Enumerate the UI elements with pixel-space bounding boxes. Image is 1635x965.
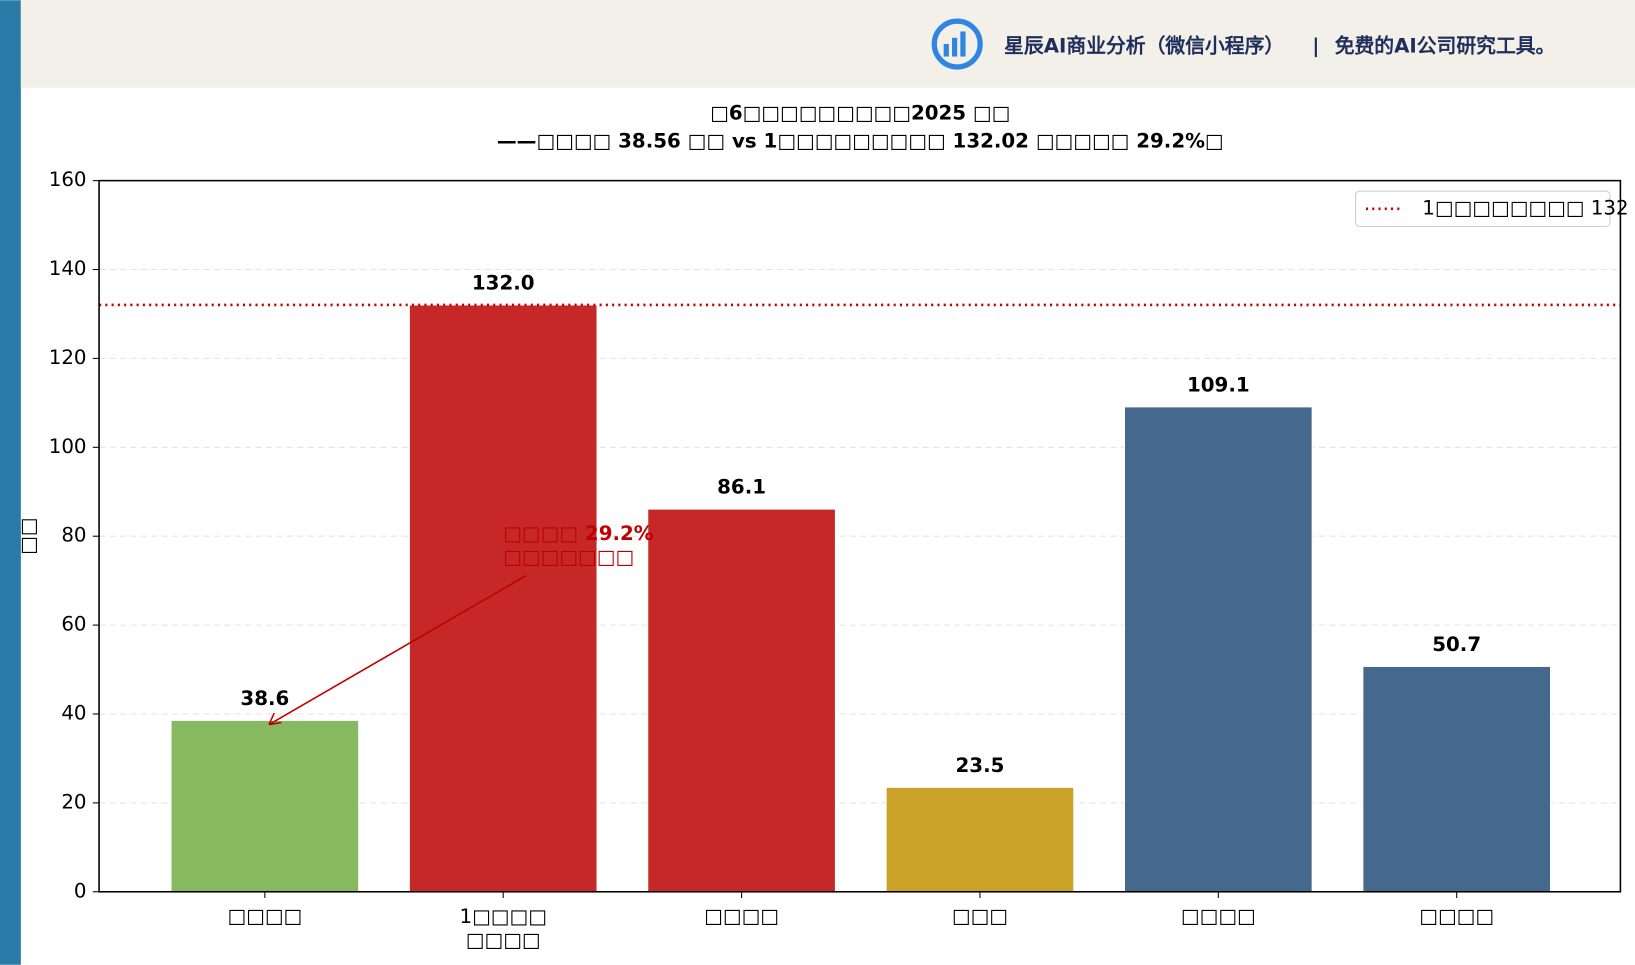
x-tick-label: □□□□: [227, 904, 302, 927]
y-tick-label: 40: [61, 701, 86, 724]
value-label: 109.1: [1187, 374, 1250, 397]
y-tick-label: 160: [49, 168, 87, 191]
arrow-head: [268, 712, 282, 726]
header-brand: 星辰AI商业分析（微信小程序）: [1004, 35, 1284, 58]
x-tick-label: □□□□: [1419, 904, 1494, 927]
y-tick-label: 0: [74, 879, 87, 902]
y-axis-label: □□: [17, 517, 40, 554]
chart-title: □6□□□□□□□□□2025 □□: [710, 101, 1010, 124]
y-tick-label: 80: [61, 524, 86, 547]
side-stripe: [0, 0, 21, 965]
y-tick-label: 100: [49, 435, 87, 458]
x-tick-label: □□□□: [1181, 904, 1256, 927]
bar: [885, 786, 1075, 893]
y-tick-label: 20: [61, 790, 86, 813]
y-tick-label: 140: [49, 257, 87, 280]
bar: [408, 304, 598, 893]
value-label: 50.7: [1432, 633, 1481, 656]
bar: [1362, 665, 1552, 893]
header-band: [20, 0, 1635, 88]
plot-frame: [98, 179, 1622, 893]
header-tagline: 免费的AI公司研究工具。: [1335, 35, 1556, 58]
bar: [1123, 406, 1313, 893]
annotation: □□□□ 29.2% □□□□□□□: [503, 521, 654, 568]
value-label: 86.1: [717, 476, 766, 499]
legend-box: [1355, 190, 1611, 228]
legend-label: 1□□□□□□□□ 132 □: [1422, 196, 1635, 219]
x-tick-label: □□□□: [704, 904, 779, 927]
y-tick-label: 120: [49, 346, 87, 369]
bar: [647, 508, 836, 893]
value-label: 38.6: [240, 687, 289, 710]
value-label: 132.0: [472, 272, 535, 295]
logo: [931, 18, 983, 70]
x-tick-label: □□□: [952, 904, 1008, 927]
value-label: 23.5: [956, 754, 1005, 777]
bar: [170, 719, 360, 893]
chart-subtitle: ——□□□□ 38.56 □□ vs 1□□□□□□□□□ 132.02 □□□…: [497, 130, 1224, 153]
header-separator: |: [1312, 35, 1319, 58]
annotation-arrow: [268, 574, 527, 726]
y-tick-label: 60: [61, 613, 86, 636]
x-tick-label: 1□□□□ □□□□: [460, 904, 547, 951]
